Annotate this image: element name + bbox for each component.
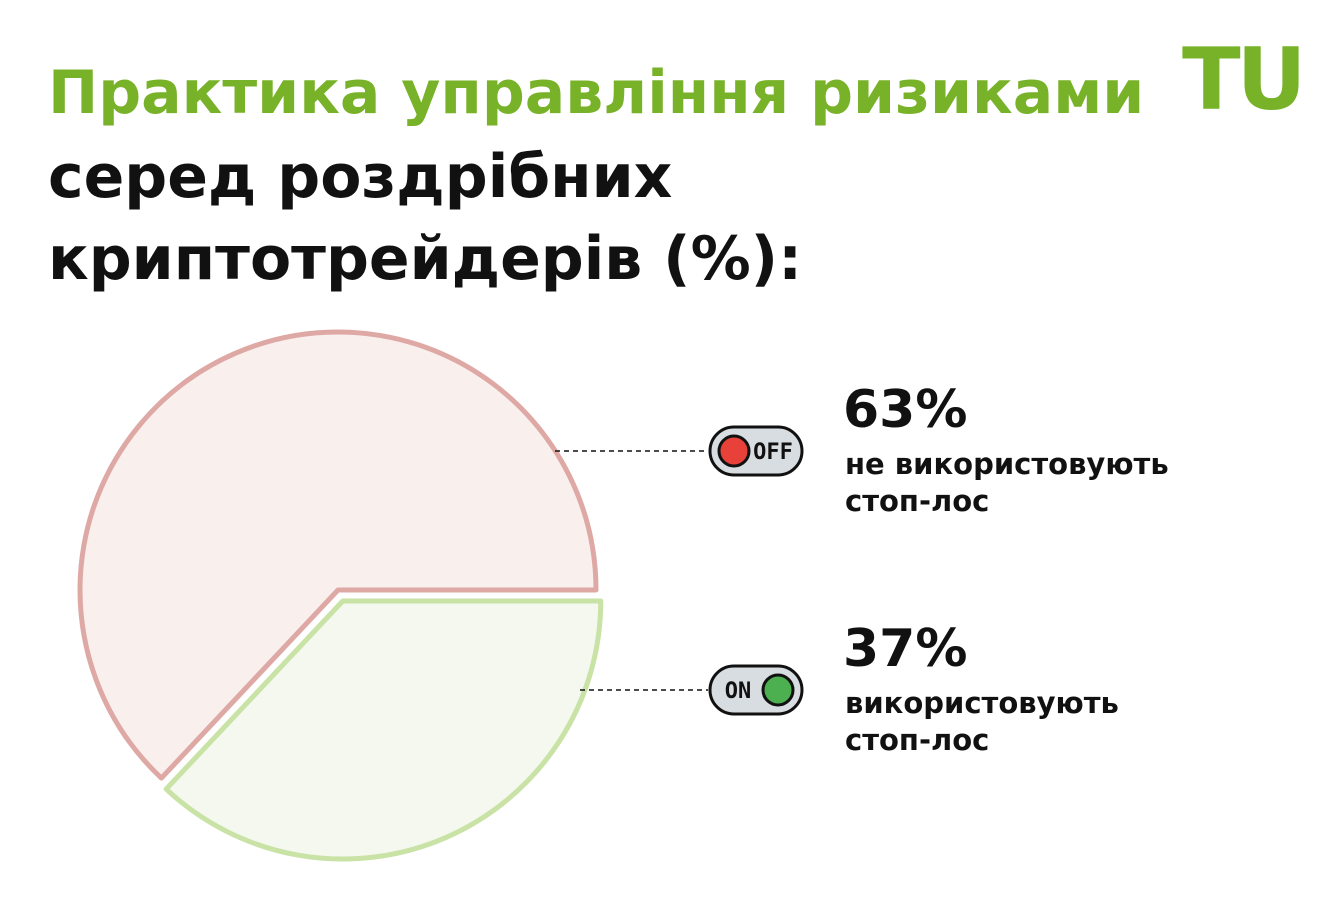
category-label: використовують стоп-лос [845,686,1119,757]
logo: TU [1182,30,1306,130]
category-label: не використовують стоп-лос [845,447,1169,518]
toggle-label: OFF [753,440,793,465]
toggle-knob [761,673,795,707]
toggle-label: ON [725,679,752,704]
pie-slice [77,329,599,781]
value-label: 37% [843,619,968,679]
toggle: ON [708,664,804,716]
pie-slice [163,598,604,862]
value-label: 63% [843,380,968,440]
toggle: OFF [708,425,804,477]
chart-title: Практика управління ризиками [48,58,1145,128]
chart-subtitle: серед роздрібних криптотрейдерів (%): [48,142,803,294]
toggle-knob [717,434,751,468]
